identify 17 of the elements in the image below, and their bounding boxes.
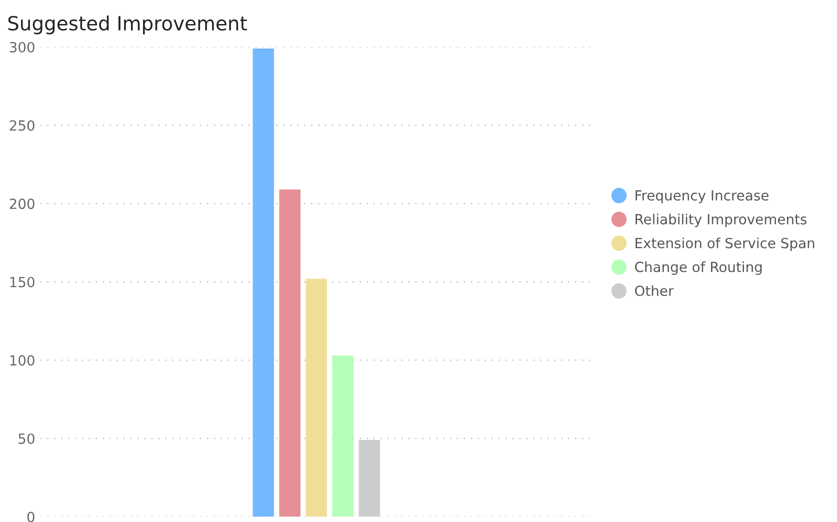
legend-label: Extension of Service Span [636, 238, 814, 252]
y-tick-label: 0 [27, 512, 34, 522]
bar [332, 355, 354, 517]
bar [306, 278, 327, 517]
bar [279, 189, 300, 517]
y-tick-label: 300 [10, 42, 34, 52]
y-tick-label: 150 [10, 276, 34, 288]
y-tick-label: 50 [18, 433, 34, 444]
legend-label: Other [635, 285, 674, 296]
y-tick-label: 200 [10, 198, 34, 210]
y-tick-label: 100 [10, 355, 34, 366]
legend-label: Change of Routing [635, 261, 762, 275]
y-tick-label: 250 [10, 120, 34, 131]
bar [252, 48, 274, 517]
chart-title: Suggested Improvement [8, 16, 247, 34]
legend-label: Frequency Increase [636, 190, 768, 204]
legend-label: Reliability Improvements [636, 214, 807, 228]
